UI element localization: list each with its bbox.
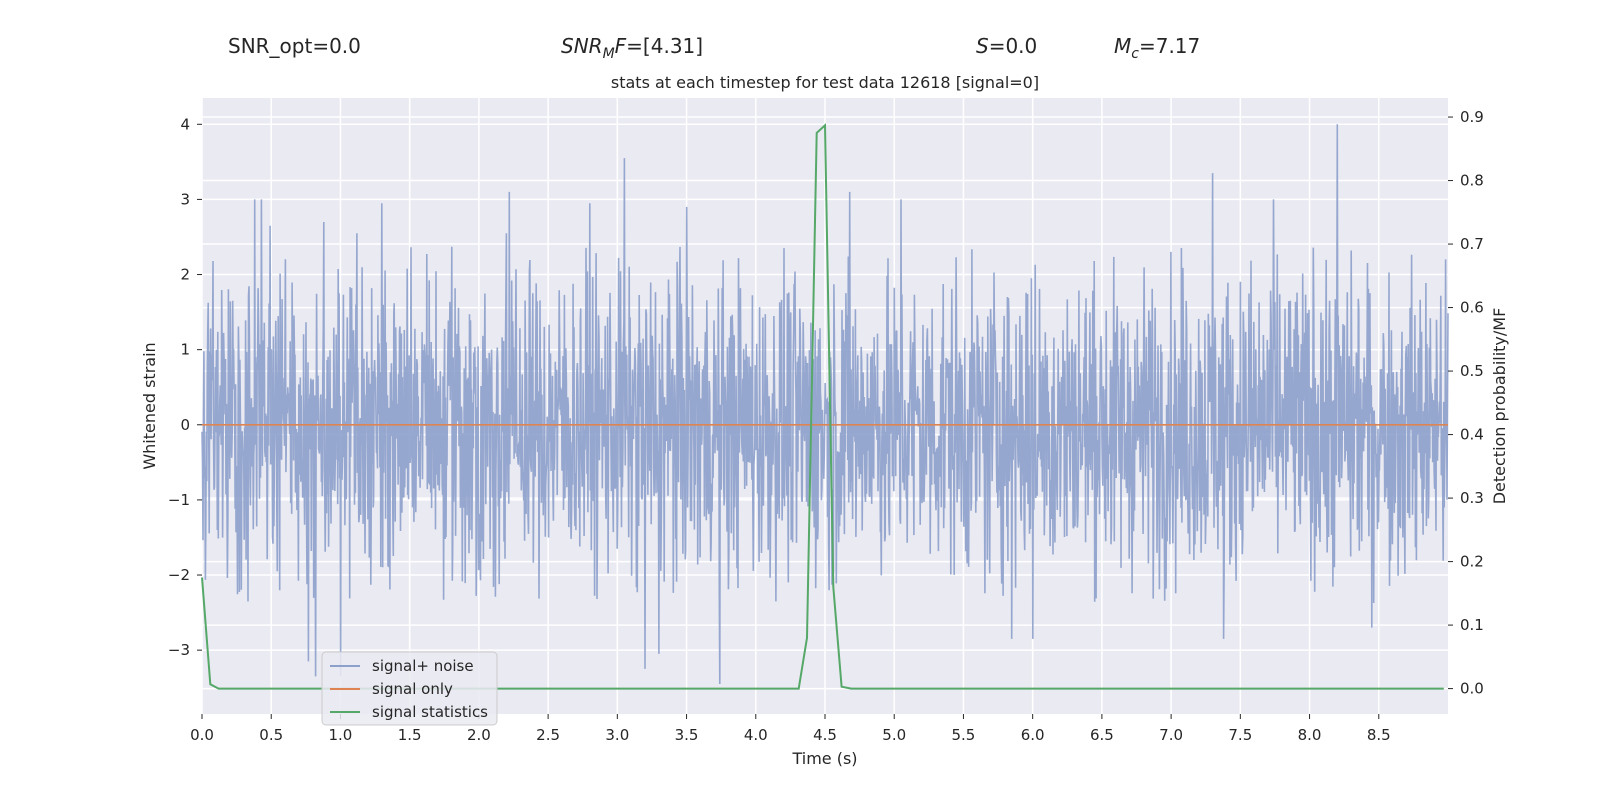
chart-title: stats at each timestep for test data 126… bbox=[611, 73, 1039, 92]
s-label: S=0.0 bbox=[976, 32, 1037, 60]
y2-tick-label: 0.0 bbox=[1460, 680, 1484, 698]
mc-value: =7.17 bbox=[1138, 34, 1201, 58]
snr-opt-text: SNR_opt=0.0 bbox=[228, 34, 361, 58]
x-tick-label: 5.0 bbox=[882, 726, 906, 744]
s-value: =0.0 bbox=[988, 34, 1038, 58]
legend-box bbox=[321, 651, 498, 726]
x-tick-label: 8.0 bbox=[1298, 726, 1322, 744]
x-tick-label: 2.0 bbox=[467, 726, 491, 744]
y-tick-label: −1 bbox=[168, 491, 190, 509]
y-tick-label: 1 bbox=[180, 341, 190, 359]
y-tick-label: −3 bbox=[168, 641, 190, 659]
y2-tick-label: 0.2 bbox=[1460, 553, 1484, 571]
mc-label: Mc=7.17 bbox=[1114, 32, 1200, 68]
legend-label: signal statistics bbox=[372, 703, 488, 721]
snr-mf-symbol: SNR bbox=[561, 34, 603, 58]
x-tick-label: 1.5 bbox=[398, 726, 422, 744]
snr-opt-label: SNR_opt=0.0 bbox=[228, 32, 361, 60]
x-tick-label: 0.5 bbox=[259, 726, 283, 744]
y-tick-label: 4 bbox=[180, 115, 190, 133]
legend-label: signal+ noise bbox=[372, 657, 474, 675]
y2-tick-label: 0.4 bbox=[1460, 426, 1484, 444]
x-tick-label: 6.0 bbox=[1021, 726, 1045, 744]
s-symbol: S bbox=[976, 34, 989, 58]
x-tick-label: 5.5 bbox=[952, 726, 976, 744]
x-tick-label: 7.0 bbox=[1159, 726, 1183, 744]
y2-tick-label: 0.5 bbox=[1460, 362, 1484, 380]
legend: signal+ noise signal only signal statistic… bbox=[321, 651, 498, 726]
x-tick-label: 2.5 bbox=[536, 726, 560, 744]
x-tick-label: 8.5 bbox=[1367, 726, 1391, 744]
legend-label: signal only bbox=[372, 680, 453, 698]
x-tick-label: 4.5 bbox=[813, 726, 837, 744]
y-tick-label: 0 bbox=[180, 416, 190, 434]
series-signal-noise bbox=[201, 124, 1449, 685]
mc-subscript: c bbox=[1131, 46, 1139, 62]
y-axis-label: Whitened strain bbox=[140, 342, 159, 469]
signal-statistics-line bbox=[201, 123, 1444, 690]
y-tick-label: −2 bbox=[168, 566, 190, 584]
y2-tick-label: 0.8 bbox=[1460, 172, 1484, 190]
x-tick-label: 3.5 bbox=[675, 726, 699, 744]
y2-tick-label: 0.3 bbox=[1460, 489, 1484, 507]
x-tick-label: 4.0 bbox=[744, 726, 768, 744]
x-tick-label: 1.0 bbox=[329, 726, 353, 744]
y2-tick-label: 0.6 bbox=[1460, 299, 1484, 317]
mc-symbol: M bbox=[1114, 34, 1132, 58]
y2-tick-label: 0.1 bbox=[1460, 616, 1484, 634]
y2-tick-label: 0.7 bbox=[1460, 235, 1484, 253]
y2-tick-label: 0.9 bbox=[1460, 108, 1484, 126]
snr-mf-suffix: F bbox=[614, 34, 627, 58]
axes: 0.0 0.5 1.0 1.5 2.0 2.5 3.0 3.5 4.0 4.5 5.0 5.5 6.0 6… bbox=[168, 108, 1484, 744]
series-lines bbox=[201, 123, 1448, 690]
x-tick-label: 7.5 bbox=[1228, 726, 1252, 744]
x-tick-label: 3.0 bbox=[605, 726, 629, 744]
y-tick-label: 3 bbox=[180, 190, 190, 208]
y2-axis-label: Detection probability/MF bbox=[1490, 308, 1509, 505]
snr-mf-value: =[4.31] bbox=[626, 34, 704, 58]
y-tick-label: 2 bbox=[180, 266, 190, 284]
snr-mf-subscript: M bbox=[602, 46, 615, 62]
snr-mf-label: SNRMF=[4.31] bbox=[561, 32, 703, 68]
x-axis-label: Time (s) bbox=[791, 749, 857, 768]
x-tick-label: 6.5 bbox=[1090, 726, 1114, 744]
x-tick-label: 0.0 bbox=[190, 726, 214, 744]
noise-trace bbox=[201, 124, 1449, 685]
